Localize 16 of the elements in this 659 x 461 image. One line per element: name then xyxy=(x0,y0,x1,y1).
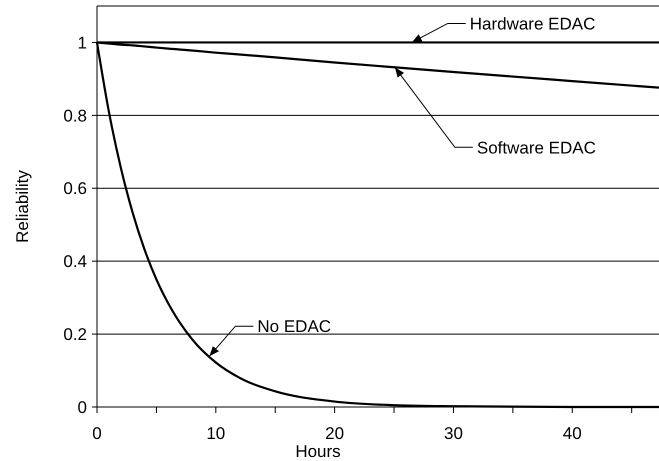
y-tick-label: 1 xyxy=(78,33,87,52)
x-tick-label: 30 xyxy=(444,424,463,443)
x-tick-label: 40 xyxy=(562,424,582,443)
legend-label: Hardware EDAC xyxy=(470,14,596,34)
text: No EDAC xyxy=(257,317,332,336)
x-tick-label: 0 xyxy=(92,424,102,443)
y-tick-label: 0.4 xyxy=(63,252,87,272)
x-tick-label: 20 xyxy=(325,424,344,443)
y-tick-label: 0.2 xyxy=(63,325,87,344)
y-tick-label: 0.6 xyxy=(63,179,87,198)
y-tick-label: 0.8 xyxy=(63,106,87,126)
y-axis-title: Reliability xyxy=(13,170,32,243)
x-axis-title: Hours xyxy=(295,442,341,461)
x-tick-label: 10 xyxy=(206,424,226,443)
y-tick-label: 0 xyxy=(78,398,87,417)
text: Software EDAC xyxy=(476,138,596,158)
